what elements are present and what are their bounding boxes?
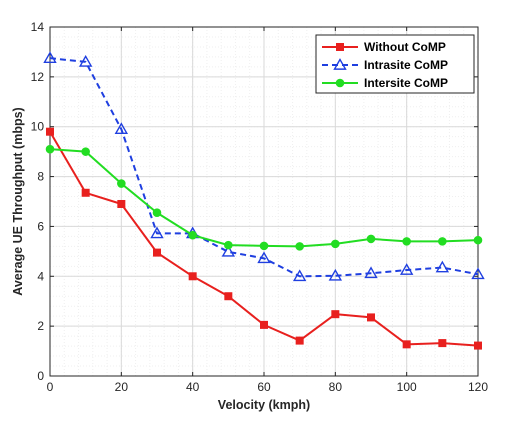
data-point-intersite-comp	[438, 237, 447, 246]
series-intrasite-comp	[43, 51, 485, 282]
x-axis-label: Velocity (kmph)	[218, 398, 310, 412]
data-point-without-comp	[81, 188, 90, 197]
data-point-intersite-comp	[295, 242, 304, 251]
data-point-without-comp	[438, 339, 447, 348]
data-point-intersite-comp	[331, 239, 340, 249]
legend-label-intrasite-comp: Intrasite CoMP	[364, 58, 448, 72]
data-point-without-comp	[117, 199, 126, 208]
data-point-intersite-comp	[152, 208, 162, 218]
data-point-intrasite-comp	[150, 226, 164, 239]
series-layer	[43, 51, 485, 350]
legend-marker-intersite-comp	[335, 78, 345, 88]
series-intersite-comp	[45, 144, 483, 251]
x-tick-label: 100	[397, 380, 417, 394]
y-tick-label: 10	[31, 120, 45, 134]
data-point-intersite-comp	[402, 237, 411, 246]
data-point-without-comp	[188, 272, 197, 281]
y-tick-label: 14	[31, 20, 45, 34]
legend-marker-without-comp	[336, 43, 344, 51]
data-point-intersite-comp	[188, 230, 197, 240]
x-tick-label: 20	[115, 380, 129, 394]
data-point-intrasite-comp	[114, 122, 129, 135]
x-tick-label: 60	[257, 380, 271, 394]
legend-label-without-comp: Without CoMP	[364, 40, 446, 54]
data-point-intrasite-comp	[221, 244, 236, 257]
data-point-intersite-comp	[45, 144, 55, 154]
data-point-intrasite-comp	[471, 267, 485, 280]
y-axis-ticks: 0 2 4 6 8 10 12 14	[31, 20, 478, 383]
x-tick-label: 0	[47, 380, 54, 394]
x-axis-ticks: 0 20 40 60 80 100 120	[47, 27, 488, 394]
data-point-intrasite-comp	[43, 51, 57, 63]
data-point-intrasite-comp	[364, 266, 378, 279]
data-point-without-comp	[367, 313, 375, 322]
data-point-intersite-comp	[224, 240, 233, 250]
data-point-intrasite-comp	[435, 260, 450, 273]
x-tick-label: 40	[186, 380, 200, 394]
data-point-without-comp	[46, 127, 54, 136]
data-point-without-comp	[402, 340, 411, 349]
data-point-intrasite-comp	[399, 263, 414, 275]
data-point-without-comp	[224, 292, 233, 301]
data-point-without-comp	[260, 320, 268, 329]
data-point-intersite-comp	[366, 234, 376, 244]
data-point-intersite-comp	[117, 179, 126, 188]
series-without-comp	[46, 127, 482, 350]
y-tick-label: 0	[37, 369, 44, 383]
y-tick-label: 8	[37, 170, 44, 184]
data-point-without-comp	[153, 248, 161, 257]
legend-label-intersite-comp: Intersite CoMP	[364, 76, 448, 90]
legend: Without CoMP Intrasite CoMP Intersite CoMP	[315, 34, 475, 94]
legend-marker-intrasite-comp	[333, 58, 347, 70]
y-axis-label: Average UE Throughput (mbps)	[11, 107, 25, 295]
data-point-intrasite-comp	[257, 251, 271, 264]
y-tick-label: 6	[37, 219, 44, 233]
data-point-intrasite-comp	[78, 54, 93, 67]
data-point-intrasite-comp	[328, 268, 343, 281]
series-line-intrasite-comp	[49, 57, 479, 278]
data-point-without-comp	[331, 310, 340, 319]
y-tick-label: 2	[37, 319, 44, 333]
y-tick-label: 12	[31, 70, 45, 84]
x-tick-label: 120	[468, 380, 488, 394]
data-point-intersite-comp	[259, 241, 269, 251]
data-point-without-comp	[295, 336, 304, 345]
x-tick-label: 80	[329, 380, 343, 394]
data-point-without-comp	[474, 341, 482, 350]
data-point-intrasite-comp	[292, 269, 307, 282]
y-tick-label: 4	[37, 269, 44, 283]
data-point-intersite-comp	[81, 147, 90, 156]
data-point-intersite-comp	[473, 235, 483, 245]
